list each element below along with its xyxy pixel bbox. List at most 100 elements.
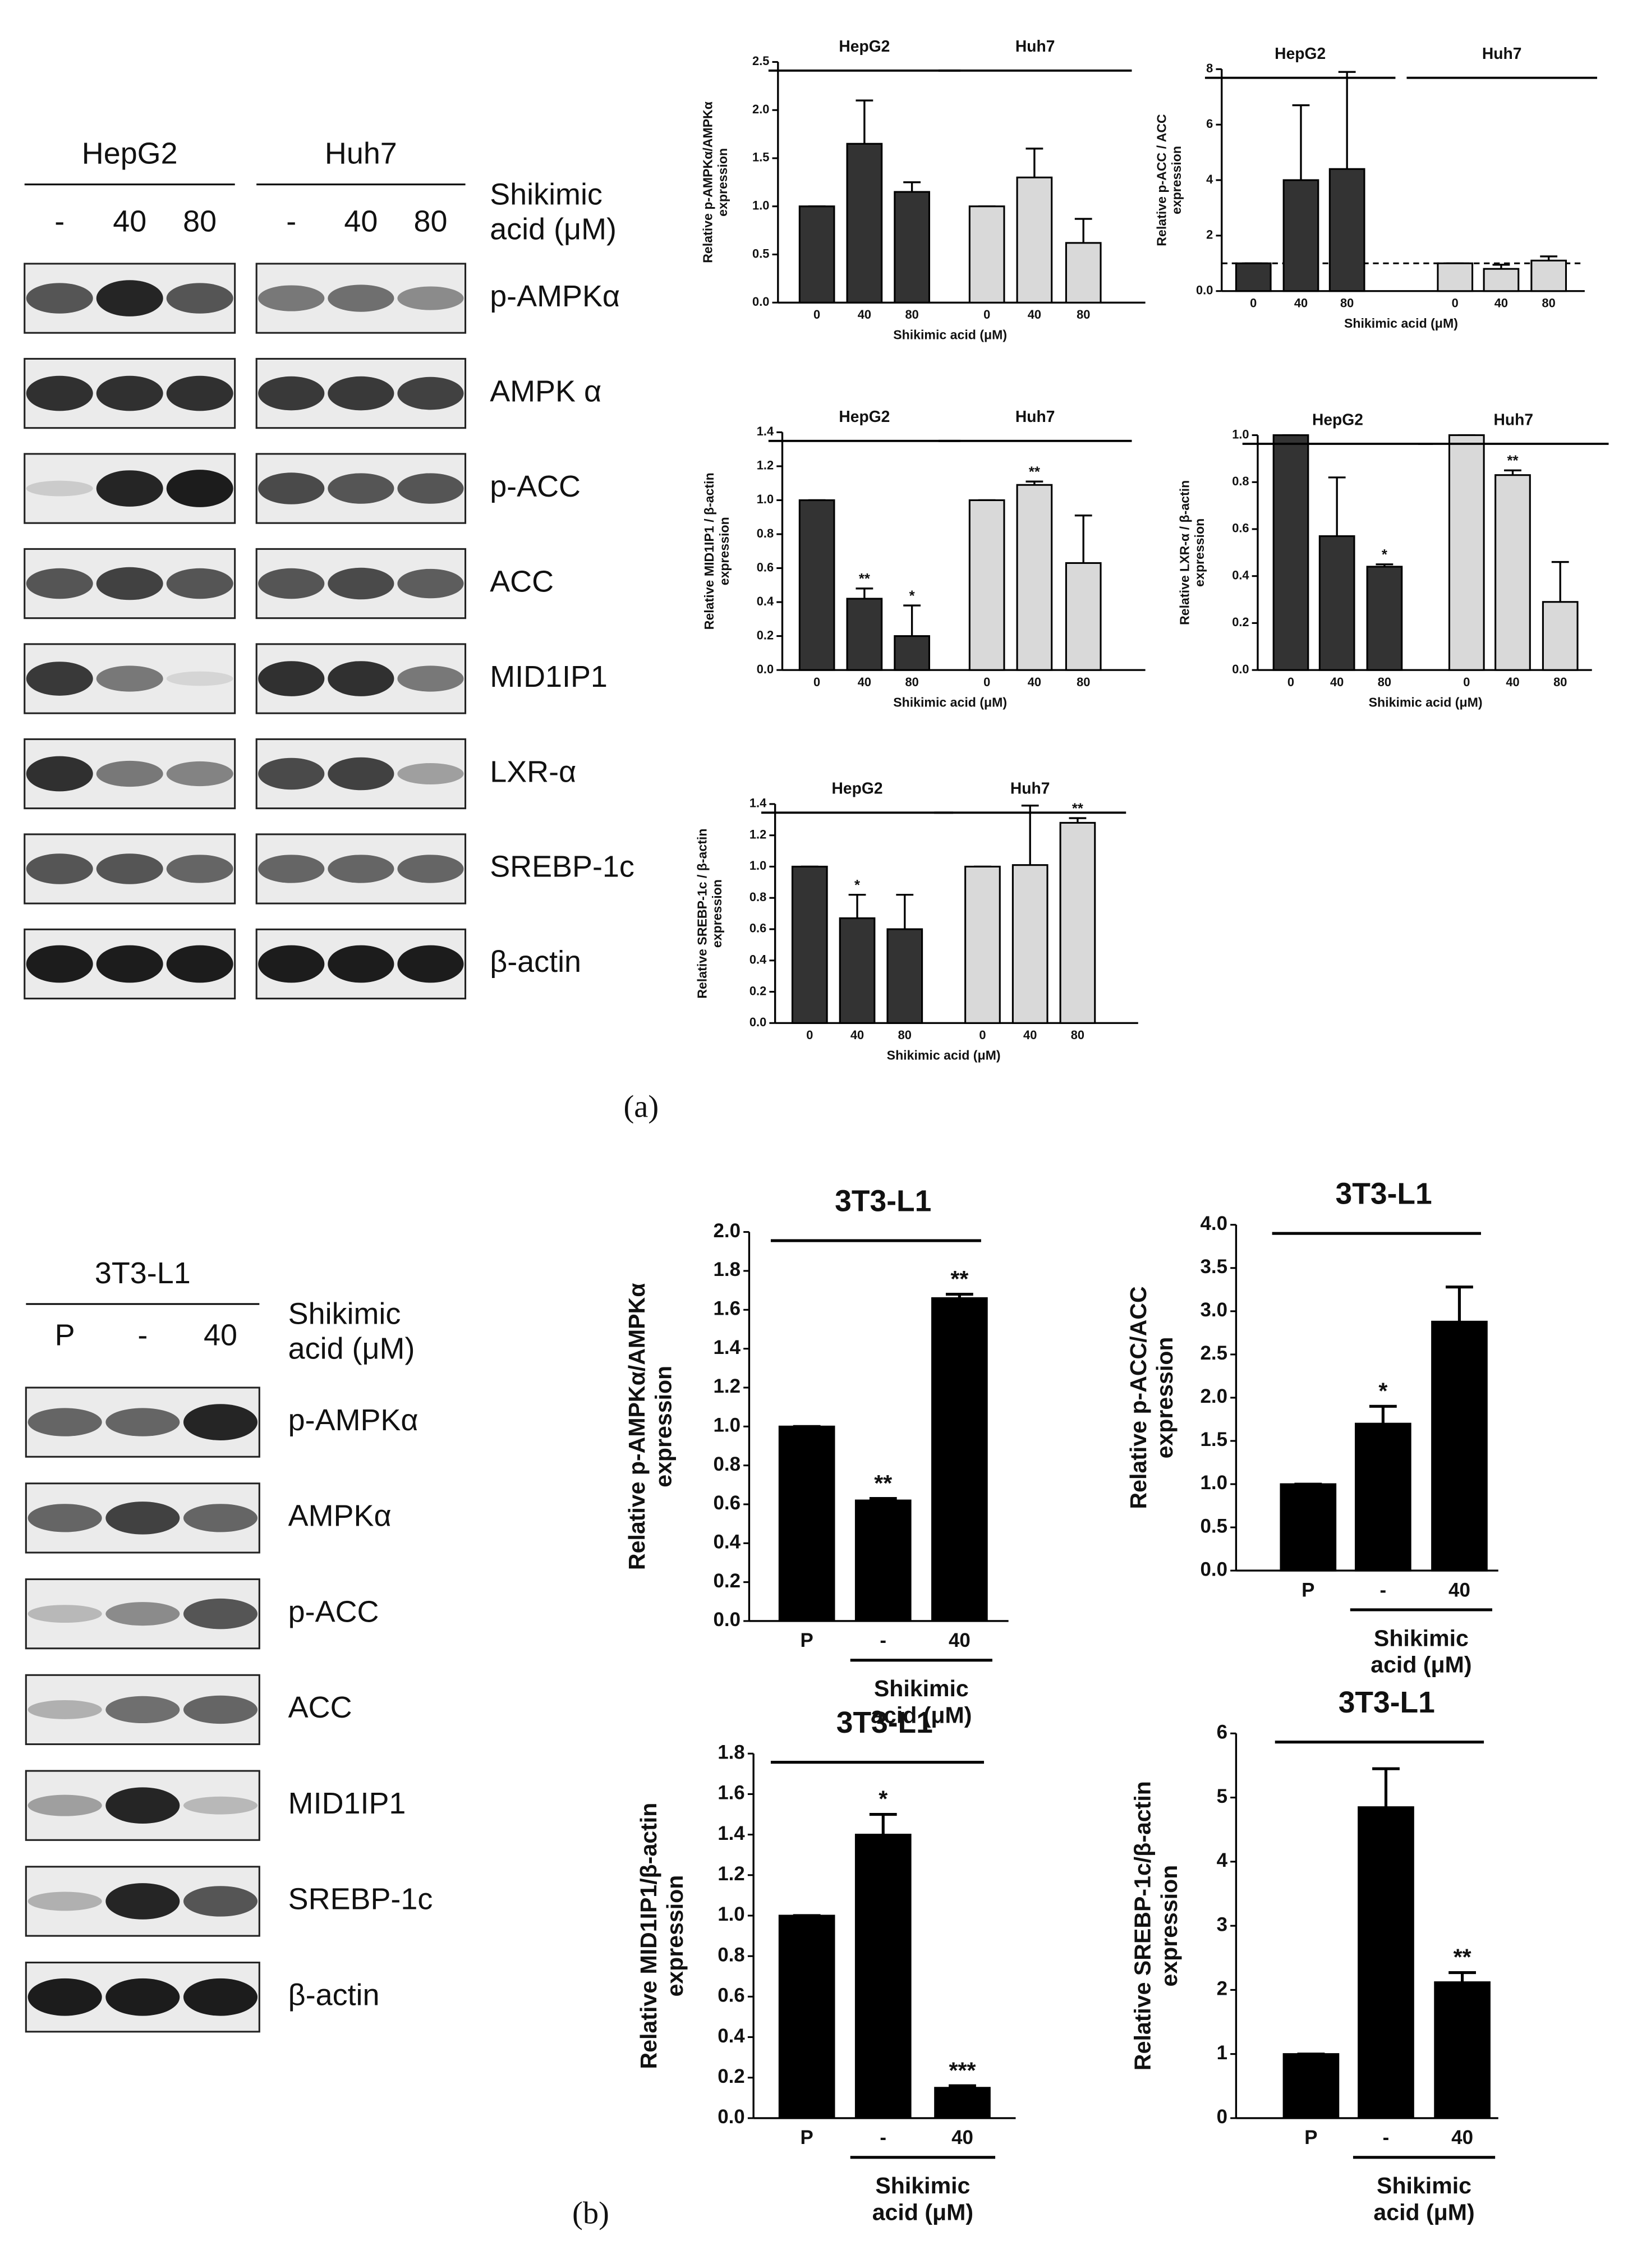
y-tick-label: 0.2 xyxy=(718,2065,745,2087)
bar xyxy=(1366,566,1403,671)
chart-title: 3T3-L1 xyxy=(835,1184,931,1218)
y-tick-label: 1.2 xyxy=(749,827,766,841)
lane-label: 80 xyxy=(183,204,217,238)
blot-band xyxy=(96,945,163,983)
group-label: Huh7 xyxy=(1482,44,1522,62)
blot-band xyxy=(27,1504,102,1532)
x-tick-label: 80 xyxy=(1077,307,1090,322)
bar xyxy=(1483,268,1520,292)
x-tick-label: 0 xyxy=(813,307,820,322)
group-label: Huh7 xyxy=(1010,779,1050,797)
bar xyxy=(1011,864,1048,1024)
chart: 0.0 0.2 0.4 0.6 0.8 1.0 1.2 1.4 0 40 * 80 HepG2 0 40 80… xyxy=(695,779,1138,1062)
blot-band xyxy=(26,756,93,792)
blot-band xyxy=(397,665,464,692)
bar xyxy=(931,1297,988,1622)
y-tick-label: 1.4 xyxy=(749,796,767,810)
y-tick-label: 0.5 xyxy=(1200,1515,1227,1537)
y-tick-label: 6 xyxy=(1217,1721,1227,1743)
blot-band xyxy=(105,1787,180,1824)
bar xyxy=(934,2087,991,2119)
blot-band xyxy=(258,661,325,696)
chart: 0.0 0.5 1.0 1.5 2.0 2.5 0 40 80 HepG2 0 40 80 Huh7 Rel… xyxy=(701,37,1146,342)
bar xyxy=(886,928,923,1024)
y-tick-label: 1.8 xyxy=(714,1259,741,1280)
protein-label: LXR-α xyxy=(490,755,576,788)
bar xyxy=(894,191,930,304)
y-tick-label: 5 xyxy=(1217,1785,1227,1807)
blot-band xyxy=(166,761,233,787)
x-tick-label: 80 xyxy=(905,675,918,689)
chart-title: 3T3-L1 xyxy=(1336,1178,1432,1211)
blot-band xyxy=(96,280,163,316)
y-tick-label: 0.2 xyxy=(757,628,774,642)
blot-band xyxy=(328,567,394,600)
y-tick-label: 0.6 xyxy=(718,1985,745,2007)
y-tick-label: 0.5 xyxy=(752,246,769,260)
blot-band xyxy=(26,945,93,983)
bar xyxy=(854,1499,912,1622)
blot-band xyxy=(258,945,325,983)
x-tick-label: 0 xyxy=(983,675,990,689)
blot-band xyxy=(26,662,93,696)
x-tick-label: 0 xyxy=(1287,675,1294,689)
protein-label: ACC xyxy=(288,1691,352,1724)
x-axis-label: Shikimic acid (μM) xyxy=(872,2173,973,2225)
blot-band xyxy=(96,853,163,884)
blot-band xyxy=(183,1598,258,1629)
bar xyxy=(1272,434,1309,671)
blot-band xyxy=(183,1504,258,1532)
y-tick-label: 1 xyxy=(1217,2042,1227,2064)
bar xyxy=(968,205,1005,304)
x-tick-label: 40 xyxy=(1294,296,1308,310)
y-axis-label: Relative p-ACC / ACCexpression xyxy=(1155,114,1184,246)
blot-band xyxy=(96,567,163,600)
blot-band xyxy=(105,1502,180,1535)
lane-label: P xyxy=(55,1318,75,1352)
y-tick-label: 0.6 xyxy=(749,921,766,935)
blot-band xyxy=(26,480,93,497)
chart: 0.0 0.2 0.4 0.6 0.8 1.0 1.2 1.4 1.6 1.8 2.0 P - ** 40 *… xyxy=(624,1184,1009,1728)
blot-band xyxy=(183,1695,258,1724)
bar xyxy=(1280,1483,1337,1572)
bar xyxy=(1431,1320,1488,1572)
y-axis-label: Relative MID1IP1 / β-actinexpression xyxy=(702,472,732,630)
protein-label: ACC xyxy=(490,564,554,598)
blot-band xyxy=(258,472,325,504)
x-axis-label: Shikimic acid (μM) xyxy=(1371,1625,1471,1677)
protein-label: p-ACC xyxy=(288,1595,379,1628)
x-tick-label: 80 xyxy=(1340,296,1354,310)
bar xyxy=(964,865,1001,1024)
y-tick-label: 0.4 xyxy=(1232,568,1249,582)
x-tick-label: 40 xyxy=(1494,296,1508,310)
blot-band xyxy=(166,671,233,686)
y-tick-label: 0.8 xyxy=(749,890,766,904)
bar xyxy=(1059,821,1096,1024)
blot-band xyxy=(166,855,233,883)
bar xyxy=(894,635,930,671)
y-tick-label: 1.4 xyxy=(714,1337,741,1358)
blot-band xyxy=(166,375,233,411)
y-axis-label: Relative p-ACC/ACCexpression xyxy=(1125,1286,1178,1509)
blot-band xyxy=(27,1891,102,1911)
y-tick-label: 1.5 xyxy=(752,150,769,164)
y-tick-label: 3 xyxy=(1217,1913,1227,1935)
blot-band xyxy=(328,473,394,504)
significance: *** xyxy=(949,2057,976,2083)
x-tick-label: P xyxy=(801,2127,813,2148)
x-tick-label: 0 xyxy=(983,307,990,322)
x-tick-label: 80 xyxy=(1378,675,1391,689)
y-axis-label: Relative p-AMPKα/AMPKαexpression xyxy=(624,1283,676,1571)
bar xyxy=(1318,535,1355,671)
protein-label: β-actin xyxy=(490,945,581,979)
y-tick-label: 1.0 xyxy=(757,492,774,506)
y-tick-label: 2.5 xyxy=(752,54,769,68)
y-tick-label: 0.0 xyxy=(1196,283,1213,297)
blot-band xyxy=(26,853,93,884)
chart: 0.0 0.2 0.4 0.6 0.8 1.0 1.2 1.4 0 40 ** 80 * HepG2 0 40… xyxy=(702,407,1146,709)
x-tick-label: 0 xyxy=(979,1028,986,1042)
x-tick-label: 80 xyxy=(1553,675,1567,689)
x-tick-label: 80 xyxy=(898,1028,912,1042)
lane-label: 40 xyxy=(113,204,146,238)
